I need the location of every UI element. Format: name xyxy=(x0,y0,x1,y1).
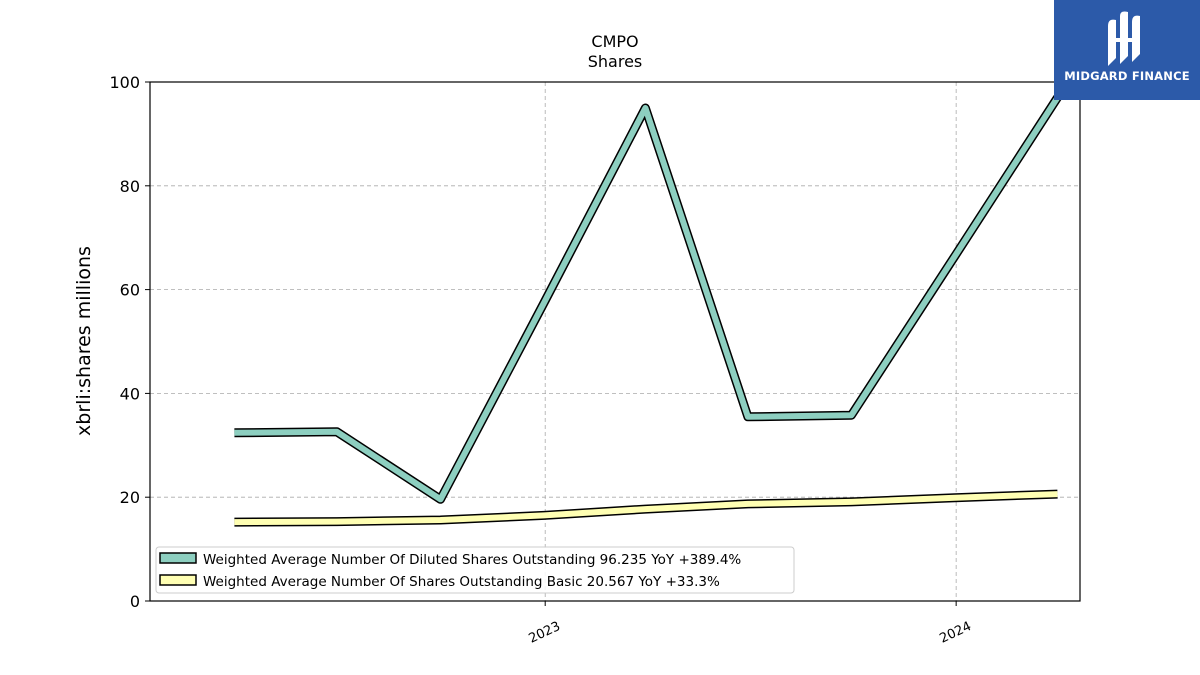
brand-logo: MIDGARD FINANCE xyxy=(1054,0,1200,100)
x-axis: 2023 2024 xyxy=(527,601,974,647)
y-axis: 0 20 40 60 80 100 xyxy=(109,73,150,611)
grid xyxy=(150,82,1080,601)
series-line-diluted xyxy=(234,95,1061,503)
legend-swatch-diluted xyxy=(159,552,197,564)
logo-text: MIDGARD FINANCE xyxy=(1064,69,1190,83)
legend-box xyxy=(155,546,795,594)
series-line-basic xyxy=(234,491,1058,526)
plot-frame xyxy=(149,81,1081,602)
series-outline-diluted xyxy=(234,95,1062,504)
y-tick-label: 60 xyxy=(120,281,140,300)
y-tick-label: 40 xyxy=(120,384,140,403)
y-tick-label: 80 xyxy=(120,177,140,196)
x-tick-label: 2023 xyxy=(527,619,563,647)
y-tick-label: 100 xyxy=(109,73,140,92)
legend-label-diluted: Weighted Average Number Of Diluted Share… xyxy=(203,552,741,568)
y-tick-label: 20 xyxy=(120,488,140,507)
x-tick-label: 2024 xyxy=(938,619,974,647)
legend: Weighted Average Number Of Diluted Share… xyxy=(155,546,795,594)
y-tick-label: 0 xyxy=(130,592,140,611)
legend-swatch-basic xyxy=(159,574,197,586)
logo-mark-icon xyxy=(1108,11,1140,67)
chart-subtitle: Shares xyxy=(588,52,643,71)
chart-title: CMPO xyxy=(591,32,638,51)
legend-label-basic: Weighted Average Number Of Shares Outsta… xyxy=(203,574,720,590)
series-lines xyxy=(234,95,1062,527)
y-axis-label: xbrli:shares millions xyxy=(73,246,95,436)
